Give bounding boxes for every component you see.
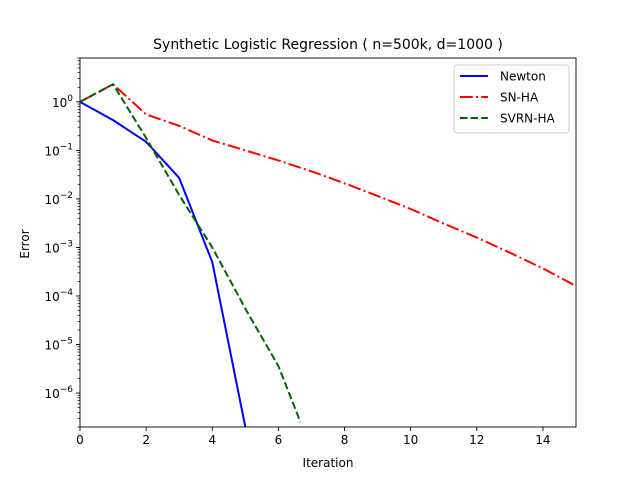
y-tick-label: 10−5 (44, 337, 73, 353)
x-tick-label: 4 (208, 433, 216, 447)
y-tick-label: 10−4 (44, 288, 73, 304)
legend-label-svrn-ha: SVRN-HA (500, 112, 555, 126)
plot-frame (79, 57, 577, 428)
x-tick-label: 14 (535, 433, 550, 447)
y-tick-label: 10−2 (44, 191, 73, 207)
series-line-newton (80, 100, 247, 427)
legend: Newton SN-HA SVRN-HA (453, 64, 570, 134)
series-line-sn-ha (80, 83, 576, 287)
legend-label-newton: Newton (500, 70, 546, 84)
axes-layer: 0 2 4 6 8 10 12 14 100 10−1 10−2 10−3 10−4 10−5 10−6 (44, 57, 577, 447)
x-tick-label: 6 (275, 433, 283, 447)
series-layer (80, 83, 576, 427)
y-tick-label: 10−1 (44, 142, 73, 158)
series-line-svrn-ha (80, 83, 302, 423)
x-tick-label: 0 (76, 433, 84, 447)
y-axis-label: Error (18, 229, 32, 258)
y-tick-label: 10−3 (44, 239, 73, 255)
x-axis-label: Iteration (303, 456, 354, 470)
legend-box (453, 64, 570, 134)
x-tick-label: 2 (142, 433, 150, 447)
x-tick-label: 8 (341, 433, 349, 447)
legend-label-sn-ha: SN-HA (500, 91, 539, 105)
x-tick-label: 12 (469, 433, 484, 447)
chart-title: Synthetic Logistic Regression ( n=500k, … (153, 37, 503, 53)
y-tick-label: 100 (52, 94, 73, 110)
y-tick-label: 10−6 (44, 385, 73, 401)
x-tick-label: 10 (403, 433, 418, 447)
